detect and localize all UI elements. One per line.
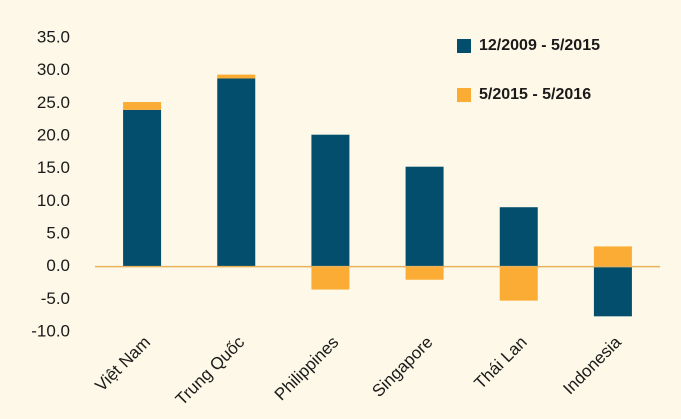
- legend-swatch: [457, 39, 471, 53]
- bar: [499, 266, 538, 301]
- bar: [593, 266, 632, 317]
- bar: [311, 266, 350, 290]
- legend-text: 5/2015 - 5/2016: [479, 86, 591, 103]
- bar: [405, 266, 444, 280]
- y-tick-label: 5.0: [46, 223, 70, 242]
- bar: [217, 78, 256, 267]
- y-tick-label: -10.0: [31, 321, 70, 340]
- y-tick-label: 0.0: [46, 256, 70, 275]
- y-tick-label: 20.0: [37, 125, 70, 144]
- bar: [593, 246, 632, 267]
- bar: [405, 166, 444, 267]
- y-tick-label: -5.0: [41, 289, 70, 308]
- bar: [123, 109, 162, 267]
- bar: [217, 74, 256, 79]
- bar: [123, 102, 162, 110]
- legend-swatch: [457, 88, 471, 102]
- bar: [311, 134, 350, 267]
- y-tick-label: 25.0: [37, 93, 70, 112]
- bar: [499, 207, 538, 267]
- y-tick-label: 10.0: [37, 191, 70, 210]
- legend-text: 12/2009 - 5/2015: [479, 37, 600, 54]
- y-tick-label: 35.0: [37, 27, 70, 46]
- y-tick-label: 15.0: [37, 158, 70, 177]
- y-tick-label: 30.0: [37, 60, 70, 79]
